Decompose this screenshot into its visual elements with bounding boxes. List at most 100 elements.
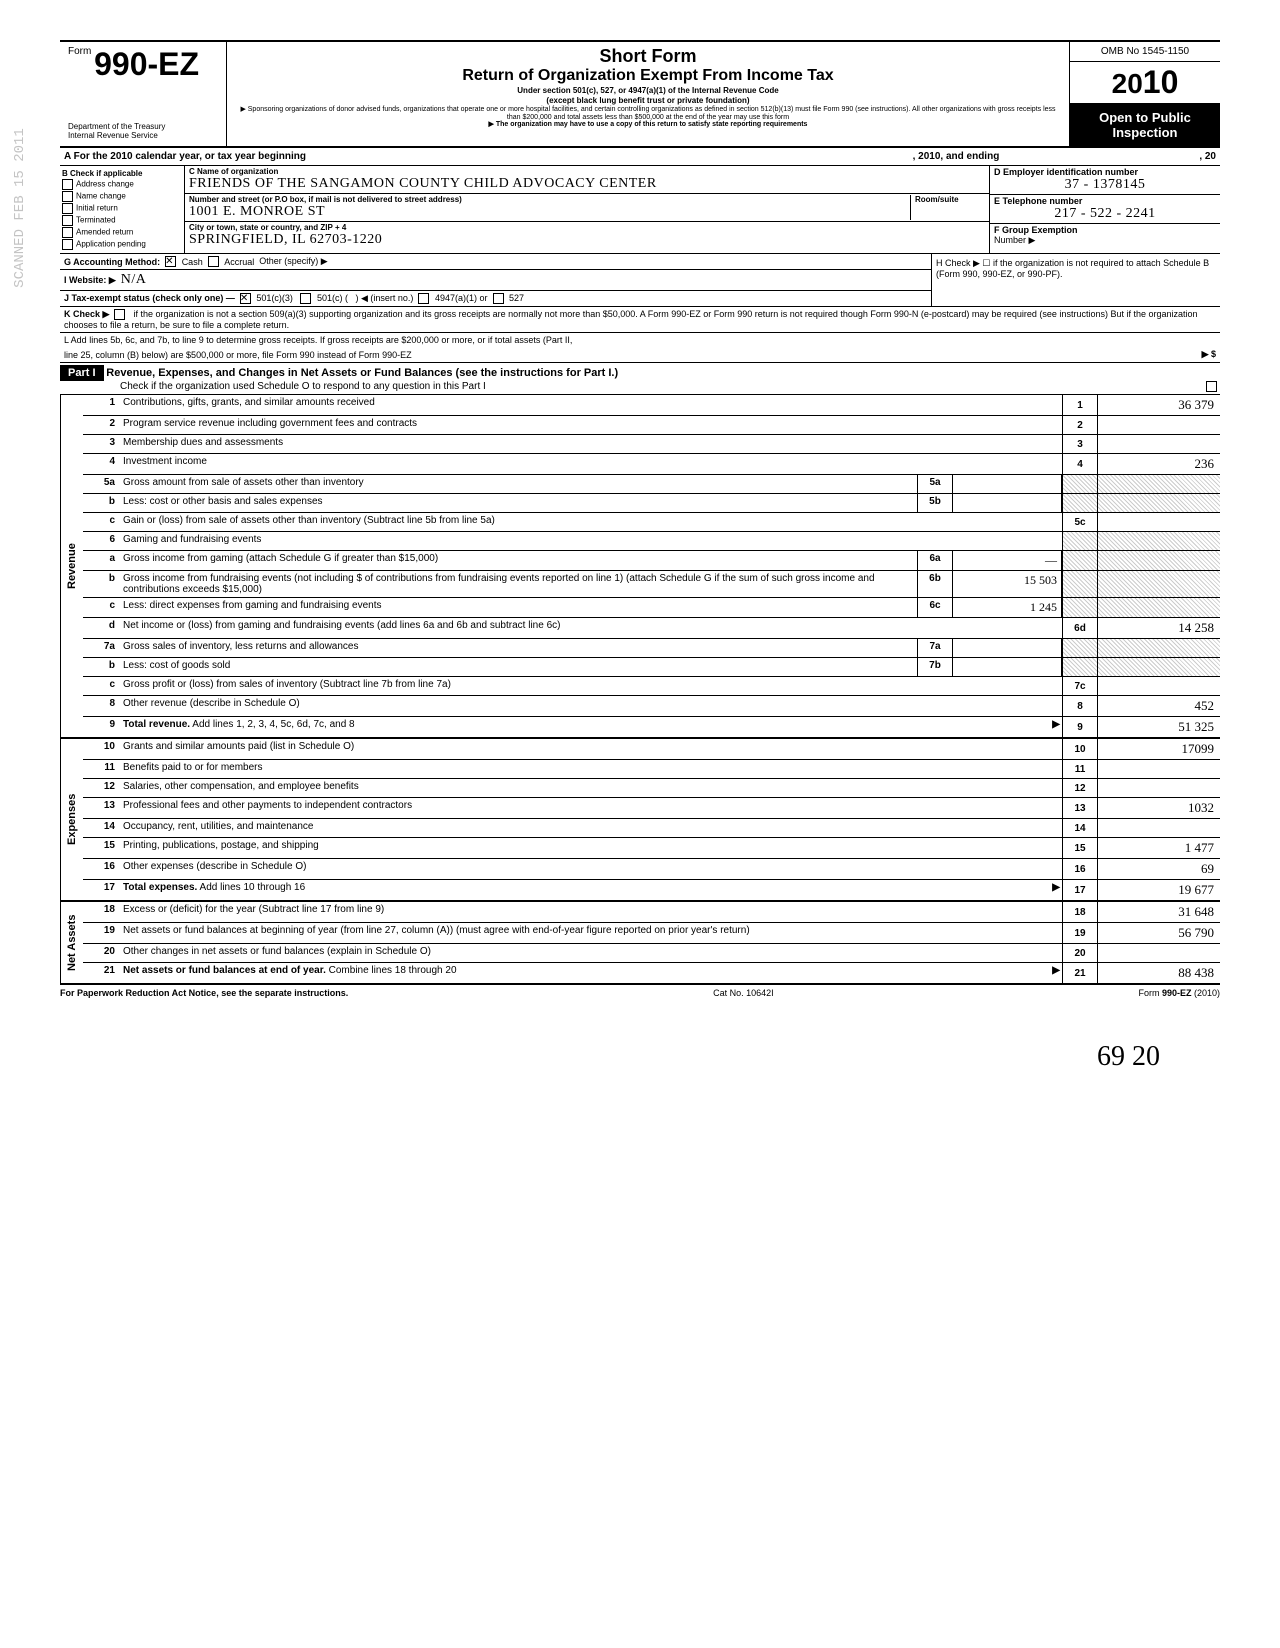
right-value: 17099 [1097, 739, 1220, 759]
right-val-shaded [1097, 598, 1220, 617]
line-description: Program service revenue including govern… [121, 416, 1062, 434]
right-line-number: 5c [1062, 513, 1097, 531]
table-row: 5aGross amount from sale of assets other… [83, 475, 1220, 494]
check-terminated[interactable]: Terminated [62, 215, 182, 226]
table-row: cGross profit or (loss) from sales of in… [83, 677, 1220, 696]
line-number: 15 [83, 838, 121, 858]
mid-value: — [953, 551, 1062, 570]
right-line-number: 19 [1062, 923, 1097, 943]
line-number: 19 [83, 923, 121, 943]
right-value [1097, 513, 1220, 531]
table-row: cLess: direct expenses from gaming and f… [83, 598, 1220, 618]
addr-label: Number and street (or P.O box, if mail i… [189, 195, 910, 204]
check-k[interactable] [114, 309, 125, 320]
table-row: 16Other expenses (describe in Schedule O… [83, 859, 1220, 880]
line-l1: L Add lines 5b, 6c, and 7b, to line 9 to… [60, 333, 1220, 347]
tel-cell: E Telephone number 217 - 522 - 2241 [990, 195, 1220, 224]
right-val-shaded [1097, 639, 1220, 657]
check-initial[interactable]: Initial return [62, 203, 182, 214]
mid-line-number: 5b [917, 494, 953, 512]
footer-left: For Paperwork Reduction Act Notice, see … [60, 988, 348, 998]
check-amended[interactable]: Amended return [62, 227, 182, 238]
right-value: 14 258 [1097, 618, 1220, 638]
subtitle-2: (except black lung benefit trust or priv… [237, 96, 1059, 105]
table-row: 1Contributions, gifts, grants, and simil… [83, 395, 1220, 416]
right-val-shaded [1097, 658, 1220, 676]
row-a-mid: , 2010, and ending [913, 151, 1000, 162]
expenses-rows: 10Grants and similar amounts paid (list … [83, 739, 1220, 900]
right-line-number: 7c [1062, 677, 1097, 695]
right-value: 452 [1097, 696, 1220, 716]
right-box-shaded [1062, 475, 1097, 493]
line-number: 14 [83, 819, 121, 837]
mid-value: 15 503 [953, 571, 1062, 597]
mid-value [953, 494, 1062, 512]
check-address[interactable]: Address change [62, 179, 182, 190]
mid-line-number: 6a [917, 551, 953, 570]
part-1-check-text: Check if the organization used Schedule … [60, 381, 486, 392]
check-501c3[interactable] [240, 293, 251, 304]
line-j-tax-status: J Tax-exempt status (check only one) — 5… [60, 291, 931, 306]
right-value: 1032 [1097, 798, 1220, 818]
col-c-org-info: C Name of organization Friends of The Sa… [185, 166, 990, 253]
table-row: 7aGross sales of inventory, less returns… [83, 639, 1220, 658]
check-501c[interactable] [300, 293, 311, 304]
line-number: 4 [83, 454, 121, 474]
check-4947[interactable] [418, 293, 429, 304]
table-row: 15Printing, publications, postage, and s… [83, 838, 1220, 859]
revenue-section: Revenue SCANNED FEB 15 2011 1Contributio… [60, 395, 1220, 739]
table-row: 21Net assets or fund balances at end of … [83, 963, 1220, 983]
line-l-arrow: ▶ $ [1202, 349, 1216, 360]
main-title: Return of Organization Exempt From Incom… [237, 67, 1059, 85]
scanned-stamp: SCANNED FEB 15 2011 [12, 128, 28, 288]
right-line-number: 1 [1062, 395, 1097, 415]
right-value [1097, 677, 1220, 695]
part-1-header: Part I Revenue, Expenses, and Changes in… [60, 363, 1220, 395]
website-value: N/A [121, 272, 147, 288]
subtitle-3: ▶ Sponsoring organizations of donor advi… [237, 106, 1059, 121]
line-number: b [83, 494, 121, 512]
netassets-rows: 18Excess or (deficit) for the year (Subt… [83, 902, 1220, 983]
netassets-label: Net Assets [60, 902, 83, 983]
table-row: 3Membership dues and assessments3 [83, 435, 1220, 454]
right-header-box: OMB No 1545-1150 2010 Open to Public Ins… [1069, 42, 1220, 146]
check-accrual[interactable] [208, 256, 219, 267]
check-527[interactable] [493, 293, 504, 304]
right-line-number: 3 [1062, 435, 1097, 453]
right-line-number: 13 [1062, 798, 1097, 818]
line-number: 13 [83, 798, 121, 818]
col-b-header: B Check if applicable [62, 169, 182, 178]
table-row: 8Other revenue (describe in Schedule O)8… [83, 696, 1220, 717]
check-cash[interactable] [165, 256, 176, 267]
tel-label: E Telephone number [994, 196, 1216, 206]
line-number: 5a [83, 475, 121, 493]
org-address-cell: Number and street (or P.O box, if mail i… [185, 194, 989, 222]
line-description: Less: direct expenses from gaming and fu… [121, 598, 917, 617]
table-row: 20Other changes in net assets or fund ba… [83, 944, 1220, 963]
table-row: bLess: cost of goods sold7b [83, 658, 1220, 677]
right-value: 51 325 [1097, 717, 1220, 737]
line-description: Total expenses. Add lines 10 through 16 … [121, 880, 1062, 900]
form-header: Form 990-EZ Department of the Treasury I… [60, 42, 1220, 148]
line-number: 16 [83, 859, 121, 879]
right-value: 1 477 [1097, 838, 1220, 858]
row-a-left: A For the 2010 calendar year, or tax yea… [64, 151, 306, 162]
check-name[interactable]: Name change [62, 191, 182, 202]
org-name-label: C Name of organization [189, 167, 985, 176]
line-description: Contributions, gifts, grants, and simila… [121, 395, 1062, 415]
right-value: 56 790 [1097, 923, 1220, 943]
line-number: 7a [83, 639, 121, 657]
check-pending[interactable]: Application pending [62, 239, 182, 250]
right-line-number: 20 [1062, 944, 1097, 962]
mid-value [953, 639, 1062, 657]
line-description: Less: cost or other basis and sales expe… [121, 494, 917, 512]
check-part1-schedo[interactable] [1206, 381, 1217, 392]
table-row: 14Occupancy, rent, utilities, and mainte… [83, 819, 1220, 838]
line-description: Net assets or fund balances at end of ye… [121, 963, 1062, 983]
right-line-number: 21 [1062, 963, 1097, 983]
line-description: Printing, publications, postage, and shi… [121, 838, 1062, 858]
tel-value: 217 - 522 - 2241 [994, 206, 1216, 222]
line-number: c [83, 598, 121, 617]
line-number: 9 [83, 717, 121, 737]
line-description: Gross amount from sale of assets other t… [121, 475, 917, 493]
